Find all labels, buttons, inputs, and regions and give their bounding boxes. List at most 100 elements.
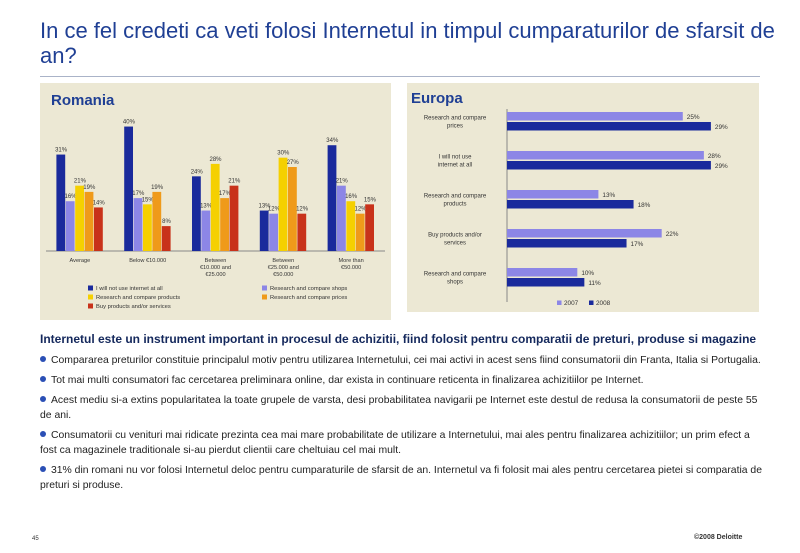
- category-label: Between €25.000 and €50.000: [268, 258, 299, 278]
- data-label: 12%: [354, 207, 367, 213]
- legend-swatch: [589, 300, 594, 305]
- bullet-text: Tot mai multi consumatori fac cercetarea…: [51, 375, 644, 386]
- legend-label: Research and compare prices: [270, 295, 347, 301]
- data-label: 21%: [336, 179, 349, 185]
- summary-section: Internetul este un instrument important …: [40, 330, 765, 498]
- bar: [507, 200, 634, 209]
- data-label: 13%: [200, 204, 213, 210]
- summary-lead: Internetul este un instrument important …: [40, 332, 757, 346]
- category-label: More than €50.000: [339, 258, 364, 271]
- bar: [56, 154, 66, 251]
- legend-label: 2007: [564, 300, 579, 307]
- bar: [507, 151, 704, 160]
- data-label: 19%: [83, 185, 96, 191]
- legend-swatch: [262, 294, 267, 300]
- bullet-icon: [40, 356, 46, 362]
- data-label: 17%: [132, 191, 145, 197]
- data-label: 15%: [364, 197, 377, 203]
- bar: [201, 210, 211, 251]
- data-label: 13%: [602, 192, 615, 199]
- bar: [124, 126, 133, 251]
- data-label: 19%: [151, 185, 164, 191]
- data-label: 28%: [209, 157, 222, 163]
- bar: [94, 207, 103, 251]
- data-label: 17%: [219, 191, 232, 197]
- bar: [327, 145, 337, 251]
- romania-chart-panel: Romania 31% 16% 21% 19% 14% Average 40% 17% 15% 19…: [40, 83, 391, 320]
- bar: [152, 191, 162, 251]
- data-label: 10%: [581, 270, 594, 277]
- bar: [507, 229, 662, 238]
- bar: [75, 185, 84, 251]
- summary-bullet: Acest mediu si-a extins popularitatea la…: [40, 393, 765, 423]
- data-label: 28%: [708, 153, 721, 160]
- data-label: 27%: [287, 160, 300, 166]
- summary-bullet: Compararea preturilor constituie princip…: [40, 353, 765, 368]
- bar: [161, 226, 171, 251]
- bullet-text: Consumatorii cu venituri mai ridicate pr…: [40, 430, 750, 456]
- data-label: 24%: [191, 169, 204, 175]
- category-label: Below €10.000: [129, 258, 166, 264]
- data-label: 13%: [258, 204, 271, 210]
- data-label: 29%: [715, 163, 728, 170]
- data-label: 29%: [715, 124, 728, 131]
- title-divider: [40, 76, 760, 77]
- category-label: Research and compare products: [424, 194, 487, 208]
- legend-swatch: [557, 300, 562, 305]
- bullet-icon: [40, 376, 46, 382]
- data-label: 34%: [326, 138, 339, 144]
- summary-bullet: 31% din romani nu vor folosi Internetul …: [40, 463, 765, 493]
- bar: [297, 213, 307, 251]
- legend-swatch: [88, 303, 93, 309]
- legend-swatch: [262, 285, 267, 291]
- data-label: 16%: [345, 194, 358, 200]
- legend-swatch: [88, 285, 93, 291]
- legend-label: 2008: [596, 300, 611, 307]
- data-label: 22%: [666, 231, 679, 238]
- legend-label: Research and compare products: [96, 295, 180, 301]
- bar: [84, 191, 94, 251]
- data-label: 11%: [588, 280, 601, 287]
- data-label: 12%: [296, 207, 309, 213]
- data-label: 8%: [162, 219, 171, 225]
- summary-bullet: Consumatorii cu venituri mai ridicate pr…: [40, 428, 765, 458]
- legend-label: Research and compare shops: [270, 286, 347, 292]
- chart-title: Romania: [51, 92, 115, 109]
- data-label: 40%: [123, 120, 136, 126]
- bar: [288, 167, 297, 251]
- page-number: 45: [32, 536, 39, 542]
- data-label: 12%: [268, 207, 281, 213]
- bullet-text: 31% din romani nu vor folosi Internetul …: [40, 465, 762, 491]
- bar: [259, 210, 269, 251]
- bullet-icon: [40, 396, 46, 402]
- bar: [210, 163, 220, 251]
- data-label: 21%: [74, 179, 87, 185]
- page-title: In ce fel credeti ca veti folosi Interne…: [40, 18, 775, 68]
- legend-swatch: [88, 294, 93, 300]
- bar: [337, 185, 346, 251]
- bar: [507, 122, 711, 131]
- copyright: ©2008 Deloitte: [694, 534, 743, 541]
- category-label: I will not use internet at all: [438, 155, 472, 169]
- bar: [192, 176, 201, 251]
- category-label: Buy products and/or services: [428, 233, 482, 247]
- bar: [507, 190, 599, 199]
- chart-title: Europa: [411, 90, 463, 107]
- bar: [507, 268, 578, 277]
- bar: [229, 185, 239, 251]
- category-label: Research and compare prices: [424, 116, 487, 130]
- legend-label: I will not use internet at all: [96, 286, 163, 292]
- bar: [143, 204, 152, 251]
- data-label: 17%: [631, 241, 644, 248]
- bar: [365, 204, 374, 251]
- category-label: Research and compare shops: [424, 272, 487, 286]
- europa-bar-chart: Europa 25% 29% Research and compare prices 28…: [411, 90, 728, 307]
- bar: [346, 201, 356, 251]
- romania-bar-chart: Romania31%16%21%19%14%Average40%17%15%19…: [46, 92, 385, 310]
- data-label: 21%: [228, 179, 241, 185]
- legend-label: Buy products and/or services: [96, 304, 171, 310]
- bullet-text: Compararea preturilor constituie princip…: [51, 355, 761, 366]
- bar: [507, 161, 711, 170]
- bullet-icon: [40, 466, 46, 472]
- bar: [507, 278, 585, 287]
